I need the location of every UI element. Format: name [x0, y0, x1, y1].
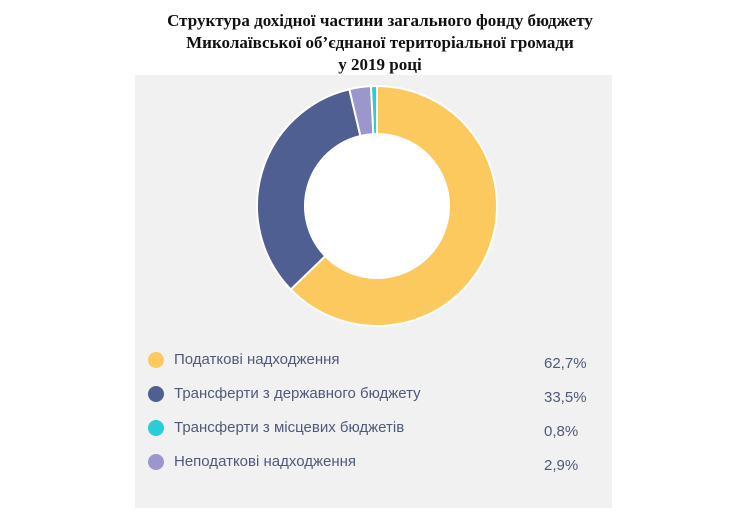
legend-label: Податкові надходження [174, 351, 340, 368]
legend-value: 33,5% [544, 389, 587, 406]
legend-value: 0,8% [544, 423, 579, 440]
legend-item-state-transfers: Трансферти з державного бюджету 33,5% [148, 377, 603, 411]
legend-value: 62,7% [544, 355, 587, 372]
chart-title-line-3: у 2019 році [338, 55, 422, 74]
chart-title: Структура дохідної частини загального фо… [130, 10, 630, 76]
donut-hole [306, 135, 448, 277]
legend-item-tax-revenue: Податкові надходження 62,7% [148, 343, 603, 377]
chart-title-line-2: Миколаївської об’єднаної територіальної … [186, 33, 574, 52]
legend-item-non-tax-revenue: Неподаткові надходження 2,9% [148, 445, 603, 479]
donut-slice-local-transfers [369, 84, 378, 136]
legend-swatch [148, 454, 164, 470]
chart-title-line-1: Структура дохідної частини загального фо… [167, 11, 593, 30]
legend-item-local-transfers: Трансферти з місцевих бюджетів 0,8% [148, 411, 603, 445]
legend: Податкові надходження 62,7% Трансферти з… [148, 343, 603, 479]
legend-swatch [148, 352, 164, 368]
legend-label: Неподаткові надходження [174, 453, 357, 470]
legend-swatch [148, 386, 164, 402]
legend-label: Трансферти з місцевих бюджетів [174, 419, 405, 436]
donut-slice-tax-revenue [289, 84, 498, 327]
donut-slice-state-transfers [256, 88, 362, 291]
legend-label: Трансферти з державного бюджету [174, 385, 421, 402]
legend-swatch [148, 420, 164, 436]
legend-value: 2,9% [544, 457, 579, 474]
